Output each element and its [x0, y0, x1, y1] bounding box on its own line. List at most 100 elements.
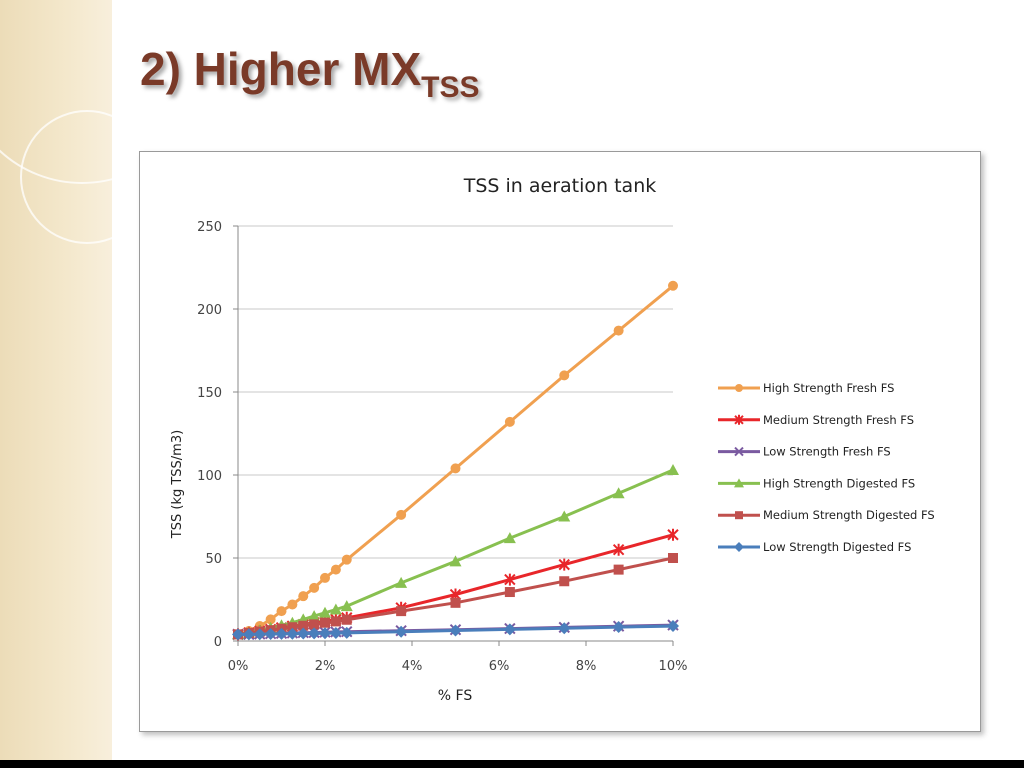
x-tick-label: 4% — [402, 659, 423, 674]
data-point — [559, 576, 570, 587]
legend-item: High Strength Digested FS — [718, 476, 915, 490]
legend-label: Low Strength Fresh FS — [763, 445, 891, 459]
legend-item: High Strength Fresh FS — [718, 381, 894, 395]
chart-title: TSS in aeration tank — [463, 175, 657, 197]
data-point — [667, 464, 679, 476]
data-point — [734, 414, 744, 425]
data-point — [449, 624, 462, 637]
y-axis-label: TSS (kg TSS/m3) — [170, 430, 185, 539]
data-point — [668, 553, 678, 563]
legend-item: Low Strength Digested FS — [718, 540, 911, 554]
data-point — [308, 610, 321, 622]
data-point — [320, 572, 330, 583]
legend-label: Low Strength Digested FS — [763, 540, 911, 554]
data-point — [559, 370, 570, 381]
data-point — [735, 384, 743, 392]
legend-label: Medium Strength Digested FS — [763, 508, 935, 522]
data-point — [667, 528, 679, 541]
data-point — [309, 582, 320, 593]
data-point — [613, 325, 624, 336]
data-point — [319, 627, 331, 640]
grid — [238, 225, 673, 559]
data-point — [503, 623, 516, 636]
series-group — [232, 620, 679, 641]
data-point — [298, 591, 309, 602]
y-tick-label: 100 — [197, 469, 222, 484]
data-point — [734, 478, 744, 488]
y-tick-label: 200 — [197, 303, 222, 318]
data-point — [275, 627, 288, 640]
data-point — [504, 416, 515, 427]
y-tick-label: 50 — [205, 552, 222, 567]
data-point — [612, 543, 625, 556]
data-point — [504, 587, 515, 598]
y-tick-label: 250 — [197, 220, 222, 235]
data-point — [503, 532, 516, 544]
data-point — [395, 576, 408, 588]
data-point — [396, 509, 407, 520]
x-axis-label: % FS — [438, 688, 473, 704]
slide-title-main: 2) Higher MX — [140, 43, 422, 95]
data-point — [320, 617, 330, 628]
data-point — [297, 627, 310, 640]
x-tick-label: 0% — [228, 659, 249, 674]
x-tick-label: 6% — [489, 659, 510, 674]
data-point — [265, 614, 276, 625]
data-point — [734, 446, 744, 457]
data-point — [253, 628, 266, 641]
chart: TSS in aeration tank 0 50 100 150 200 250 0% 2%… — [170, 175, 935, 704]
data-point — [242, 628, 255, 641]
data-point — [340, 600, 353, 612]
data-point — [298, 620, 309, 631]
data-point — [329, 603, 342, 615]
series — [232, 280, 679, 641]
legend-item: Medium Strength Fresh FS — [718, 413, 914, 427]
data-point — [735, 511, 743, 520]
data-point — [308, 627, 321, 640]
decorative-circle — [20, 110, 154, 244]
data-point — [286, 627, 299, 640]
y-tick-label: 0 — [214, 635, 222, 650]
data-point — [287, 599, 298, 610]
data-point — [232, 628, 244, 641]
y-tick-label: 150 — [197, 386, 222, 401]
series-line — [237, 284, 674, 636]
data-point — [612, 621, 625, 634]
data-point — [341, 554, 352, 565]
x-tick-label: 2% — [315, 659, 336, 674]
data-point — [341, 614, 352, 625]
data-point — [330, 616, 341, 627]
series-group — [233, 280, 678, 640]
data-point — [329, 627, 342, 640]
data-point — [668, 280, 678, 291]
data-point — [395, 625, 408, 638]
legend-label: High Strength Digested FS — [763, 476, 915, 490]
x-tick-label: 8% — [576, 659, 597, 674]
data-point — [734, 542, 744, 552]
data-point — [613, 564, 624, 575]
legend: High Strength Fresh FS Medium Strength Fr… — [718, 381, 935, 554]
data-point — [340, 626, 353, 639]
data-point — [309, 619, 320, 630]
legend-item: Low Strength Fresh FS — [718, 445, 891, 459]
data-point — [558, 558, 570, 571]
data-point — [330, 564, 341, 575]
data-point — [450, 463, 461, 474]
data-point — [504, 573, 516, 586]
data-point — [558, 622, 571, 635]
slide-title-subscript: TSS — [421, 71, 480, 104]
decorative-side-band — [0, 0, 204, 768]
data-point — [612, 487, 625, 499]
bottom-bar — [0, 760, 1024, 768]
data-point — [450, 597, 461, 608]
data-point — [667, 620, 679, 633]
data-point — [287, 622, 298, 633]
x-tick-label: 10% — [659, 659, 688, 674]
data-point — [558, 510, 571, 522]
data-point — [319, 606, 331, 618]
legend-label: High Strength Fresh FS — [763, 381, 894, 395]
data-point — [276, 606, 287, 617]
axes: 0 50 100 150 200 250 0% 2% 4% 6% 8% 10% — [197, 220, 687, 674]
data-point — [396, 606, 407, 617]
